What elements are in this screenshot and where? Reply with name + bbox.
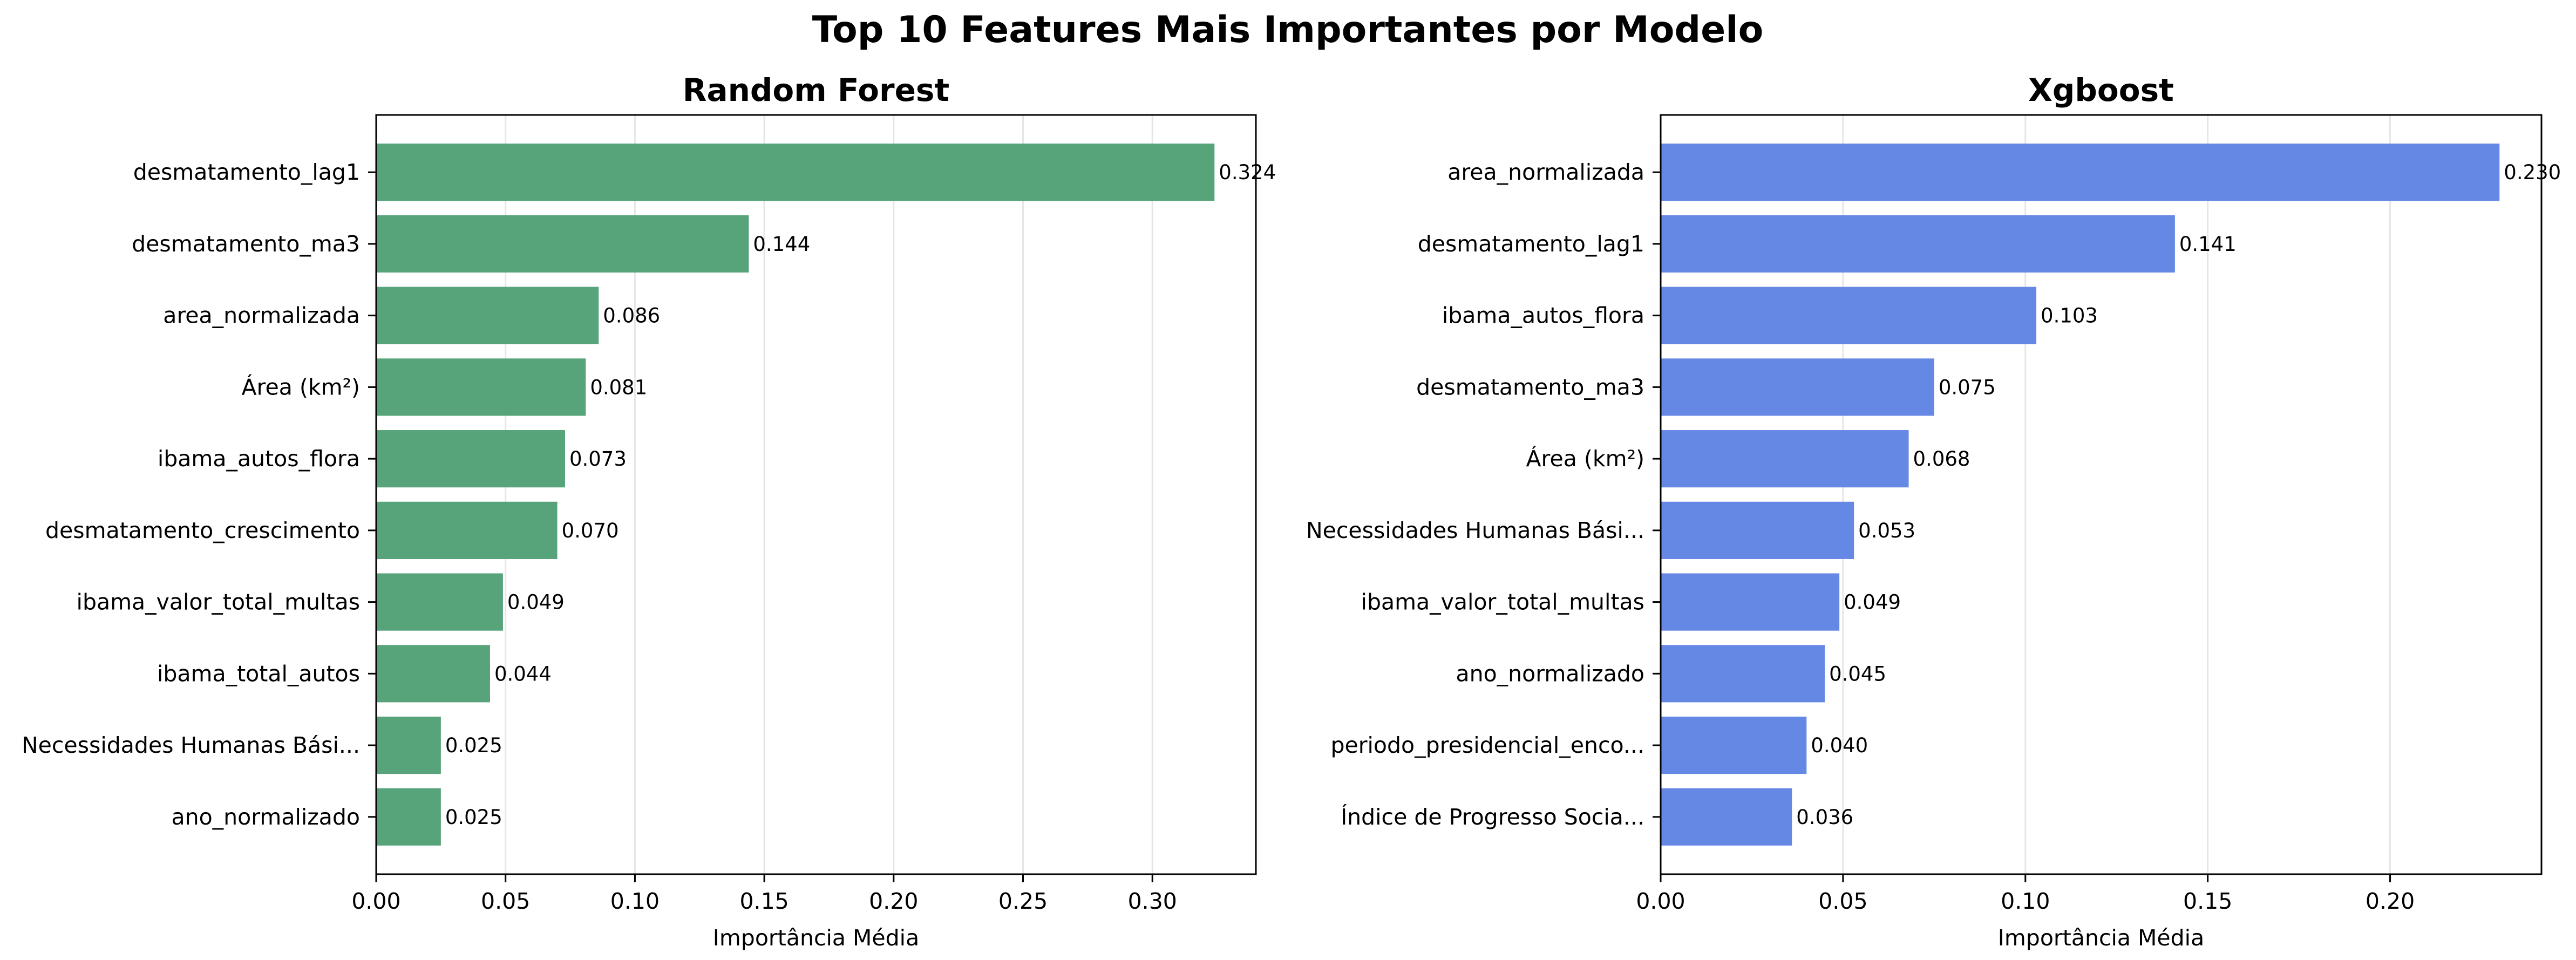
category-label: Necessidades Humanas Bási...: [22, 732, 360, 758]
x-axis-label: Importância Média: [1998, 925, 2204, 951]
value-label: 0.040: [1811, 734, 1868, 757]
value-label: 0.073: [569, 447, 627, 471]
bar: [376, 573, 503, 631]
bar: [1661, 215, 2175, 273]
category-label: ibama_valor_total_multas: [77, 589, 360, 615]
figure-title: Top 10 Features Mais Importantes por Mod…: [812, 9, 1764, 51]
x-tick-label: 0.20: [869, 888, 918, 914]
bar: [376, 215, 749, 273]
value-label: 0.103: [2041, 304, 2098, 328]
x-tick-label: 0.30: [1128, 888, 1177, 914]
x-tick-label: 0.00: [351, 888, 400, 914]
bar: [376, 287, 599, 344]
panel-title: Xgboost: [2028, 72, 2174, 108]
x-tick-label: 0.25: [998, 888, 1048, 914]
bar: [376, 144, 1215, 201]
category-label: desmatamento_crescimento: [45, 518, 360, 543]
x-tick-label: 0.00: [1636, 888, 1685, 914]
category-label: Índice de Progresso Socia...: [1341, 804, 1644, 830]
value-label: 0.044: [494, 662, 552, 685]
x-tick-label: 0.10: [610, 888, 660, 914]
category-label: ano_normalizado: [1456, 661, 1644, 686]
bar: [376, 716, 441, 774]
chart-panel-1: Random Forest desmatamento_lag1 0.324 desma…: [22, 72, 1276, 951]
x-tick-label: 0.05: [481, 888, 530, 914]
category-label: desmatamento_ma3: [1416, 374, 1644, 400]
bar: [376, 501, 558, 559]
x-tick-label: 0.10: [2001, 888, 2050, 914]
x-tick-label: 0.20: [2366, 888, 2415, 914]
chart-panel-2: Xgboost area_normalizada 0.230 desmatamento…: [1306, 72, 2561, 951]
category-label: Necessidades Humanas Bási...: [1306, 518, 1644, 543]
bar: [376, 430, 565, 488]
category-label: desmatamento_lag1: [133, 159, 360, 185]
bar: [376, 788, 441, 846]
value-label: 0.141: [2179, 233, 2237, 256]
x-tick-label: 0.15: [2183, 888, 2232, 914]
value-label: 0.049: [507, 591, 565, 614]
bar: [376, 645, 490, 703]
value-label: 0.070: [562, 519, 619, 542]
value-label: 0.045: [1829, 662, 1886, 685]
x-tick-label: 0.15: [739, 888, 789, 914]
category-label: area_normalizada: [1447, 159, 1644, 185]
value-label: 0.025: [445, 734, 502, 757]
bar: [1661, 788, 1792, 846]
value-label: 0.081: [590, 376, 647, 399]
value-label: 0.324: [1219, 161, 1276, 184]
bar: [1661, 573, 1840, 631]
category-label: desmatamento_lag1: [1418, 231, 1644, 257]
category-label: desmatamento_ma3: [132, 231, 360, 257]
category-label: ibama_total_autos: [157, 661, 360, 686]
bar: [1661, 358, 1934, 416]
category-label: ibama_autos_flora: [158, 446, 360, 472]
bar: [1661, 144, 2500, 201]
bar: [1661, 430, 1909, 488]
value-label: 0.086: [603, 304, 660, 328]
bar: [1661, 287, 2037, 344]
category-label: ano_normalizado: [171, 804, 360, 830]
category-label: Área (km²): [242, 374, 361, 400]
chart-panels: Random Forest desmatamento_lag1 0.324 desma…: [22, 72, 2561, 951]
value-label: 0.230: [2504, 161, 2561, 184]
category-label: ibama_valor_total_multas: [1361, 589, 1644, 615]
bar: [1661, 501, 1854, 559]
plot-frame: [1660, 114, 2543, 875]
category-label: ibama_autos_flora: [1442, 303, 1644, 329]
bar: [1661, 716, 1807, 774]
value-label: 0.025: [445, 806, 502, 829]
category-label: Área (km²): [1526, 446, 1645, 472]
plot-frame: [375, 114, 1257, 875]
category-label: periodo_presidencial_enco...: [1330, 732, 1644, 758]
value-label: 0.144: [753, 233, 810, 256]
x-axis-label: Importância Média: [713, 925, 919, 951]
value-label: 0.068: [1913, 447, 1970, 471]
bar: [1661, 645, 1825, 703]
bar: [376, 358, 586, 416]
value-label: 0.049: [1844, 591, 1901, 614]
category-label: area_normalizada: [163, 303, 360, 329]
x-tick-label: 0.05: [1818, 888, 1867, 914]
value-label: 0.053: [1858, 519, 1915, 542]
value-label: 0.036: [1796, 806, 1853, 829]
value-label: 0.075: [1939, 376, 1996, 399]
panel-title: Random Forest: [683, 72, 949, 108]
